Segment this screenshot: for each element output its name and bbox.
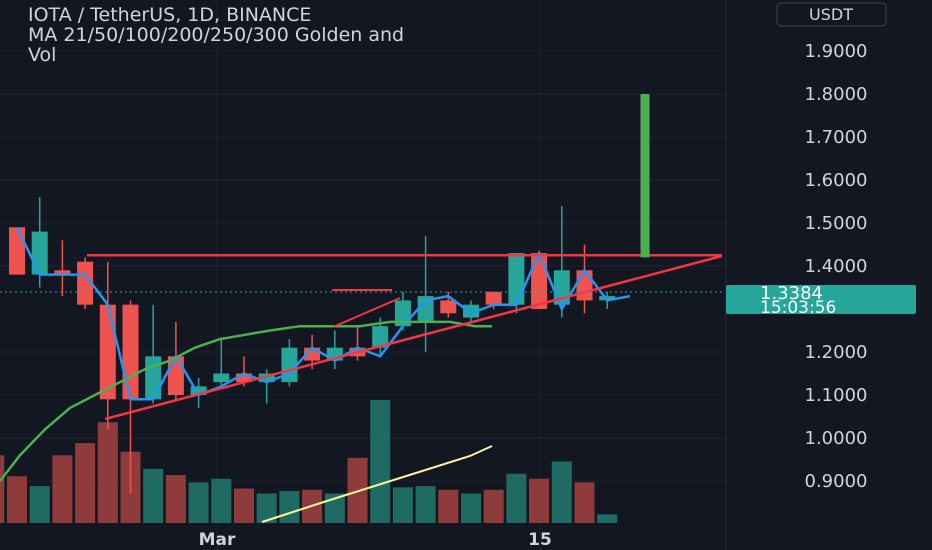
- candle-body[interactable]: [531, 253, 548, 309]
- price-axis[interactable]: 1.9000 1.8000 1.7000 1.6000 1.5000 1.4000 1.20…: [805, 41, 868, 492]
- price-badge: 1.3384 15:03:56: [726, 283, 916, 318]
- price-tick-label: 1.5000: [805, 213, 868, 234]
- price-tick-label: 1.0000: [805, 428, 868, 449]
- currency-button-frame[interactable]: [776, 2, 887, 27]
- candle-body[interactable]: [77, 261, 94, 305]
- time-tick-label: Mar: [199, 530, 236, 550]
- volume-bar: [370, 400, 391, 523]
- candle-body[interactable]: [9, 227, 25, 275]
- volume-bar: [97, 422, 118, 523]
- candle-body[interactable]: [258, 373, 275, 383]
- volume-bar: [211, 478, 232, 523]
- candle-body[interactable]: [440, 300, 457, 314]
- candle-body[interactable]: [99, 304, 116, 400]
- inner-trendline[interactable]: [332, 297, 401, 328]
- volume-bar: [0, 455, 5, 523]
- candle-body[interactable]: [372, 326, 389, 348]
- legend-volume[interactable]: Vol: [28, 44, 56, 66]
- candle-body[interactable]: [394, 300, 411, 327]
- candle-body[interactable]: [213, 373, 230, 383]
- volume-bar: [143, 468, 164, 523]
- candle-body[interactable]: [236, 373, 252, 383]
- volume-bar: [29, 486, 50, 523]
- volume-bar: [188, 482, 209, 523]
- volume-bar: [529, 478, 550, 523]
- support-trendline[interactable]: [104, 254, 723, 421]
- price-tick-label: 1.2000: [805, 342, 868, 363]
- volume-bar: [597, 514, 618, 523]
- volume-bar: [165, 475, 186, 523]
- price-badge-bg: [726, 285, 916, 314]
- candle-body[interactable]: [167, 356, 184, 395]
- current-price: 1.3384: [760, 283, 823, 304]
- candle-body[interactable]: [281, 347, 298, 383]
- volume-bars: [0, 400, 618, 523]
- candle-body[interactable]: [31, 231, 48, 275]
- price-tick-label: 0.9000: [805, 471, 868, 492]
- price-tick-label: 1.4000: [805, 256, 868, 277]
- volume-bar: [279, 491, 300, 523]
- volume-bar: [392, 487, 413, 523]
- volume-moving-average: [261, 445, 493, 523]
- moving-average-blue: [15, 226, 631, 401]
- price-tick-label: 1.7000: [805, 127, 868, 148]
- volume-bar: [415, 486, 436, 523]
- legend-indicator[interactable]: MA 21/50/100/200/250/300 Golden and: [28, 24, 404, 46]
- candle-body[interactable]: [145, 356, 162, 400]
- currency-button-label[interactable]: USDT: [809, 5, 853, 24]
- candle-body[interactable]: [463, 304, 479, 318]
- volume-bar: [574, 482, 595, 523]
- price-tick-label: 1.9000: [805, 41, 868, 62]
- moving-average-lines: [0, 226, 631, 482]
- currency-button[interactable]: USDT: [776, 2, 887, 27]
- volume-bar: [551, 461, 572, 523]
- volume-bar: [256, 493, 277, 523]
- candle-body[interactable]: [190, 386, 207, 395]
- candle-body[interactable]: [576, 270, 593, 301]
- time-tick-label: 15: [528, 530, 552, 550]
- volume-ma-line: [261, 445, 493, 523]
- candle-body[interactable]: [508, 253, 525, 305]
- volume-bar: [506, 473, 527, 523]
- moving-average-green: [0, 320, 492, 482]
- candle-body[interactable]: [485, 291, 502, 305]
- legend-title[interactable]: IOTA / TetherUS, 1D, BINANCE: [28, 4, 311, 26]
- candle-body[interactable]: [54, 270, 71, 275]
- price-tick-label: 1.1000: [805, 385, 868, 406]
- volume-bar: [234, 488, 254, 523]
- candle-body[interactable]: [417, 296, 434, 322]
- volume-bar: [461, 493, 481, 523]
- price-tick-label: 1.8000: [805, 84, 868, 105]
- volume-bar: [75, 443, 96, 523]
- volume-bar: [7, 476, 27, 523]
- volume-bar: [52, 455, 73, 523]
- bar-countdown: 15:03:56: [760, 298, 836, 318]
- candle-body[interactable]: [122, 304, 139, 400]
- time-axis[interactable]: Mar 15: [199, 530, 552, 550]
- candle-body[interactable]: [599, 296, 616, 301]
- volume-bar: [483, 489, 504, 523]
- volume-bar: [438, 489, 459, 523]
- drawing-annotations[interactable]: [87, 94, 723, 421]
- price-tick-label: 1.6000: [805, 170, 868, 191]
